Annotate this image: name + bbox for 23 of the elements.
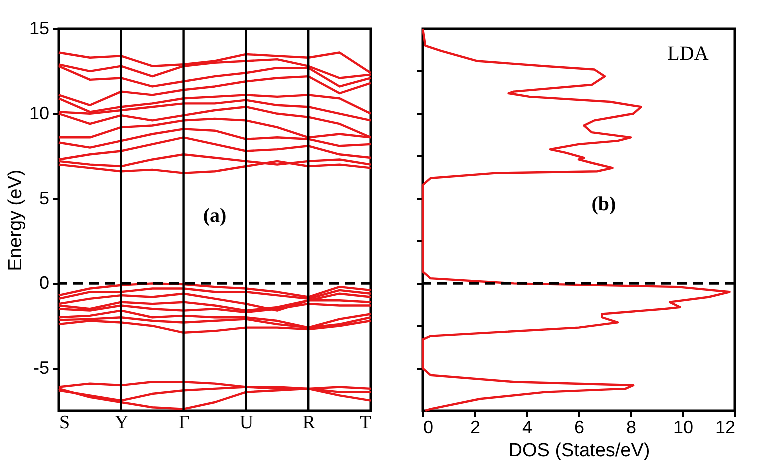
x-axis-title: DOS (States/eV) [508, 440, 650, 462]
x-tick-label: 10 [673, 418, 694, 438]
y-tick-label: 0 [39, 273, 50, 294]
y-tick-label: 10 [29, 103, 50, 124]
y-tick-label: -5 [33, 358, 50, 378]
x-tick-label: 0 [424, 418, 434, 438]
y-axis-title: Energy (eV) [5, 170, 26, 272]
x-tick-label: 2 [470, 418, 481, 438]
y-tick-label: 15 [29, 18, 50, 38]
annotation: (a) [203, 205, 227, 228]
x-tick-label: 4 [522, 418, 533, 438]
y-tick-label: 5 [39, 188, 50, 208]
x-tick-label: T [360, 412, 372, 434]
annotation: LDA [668, 42, 710, 65]
x-tick-label: 6 [574, 418, 585, 438]
x-tick-label: U [240, 412, 254, 434]
x-tick-label: R [302, 412, 316, 434]
x-tick-label: 12 [715, 418, 736, 438]
x-tick-label: Γ [178, 412, 190, 434]
x-tick-label: 8 [626, 418, 637, 438]
annotation: (b) [592, 194, 616, 216]
x-tick-label: Y [115, 412, 130, 434]
x-tick-label: S [60, 412, 70, 434]
